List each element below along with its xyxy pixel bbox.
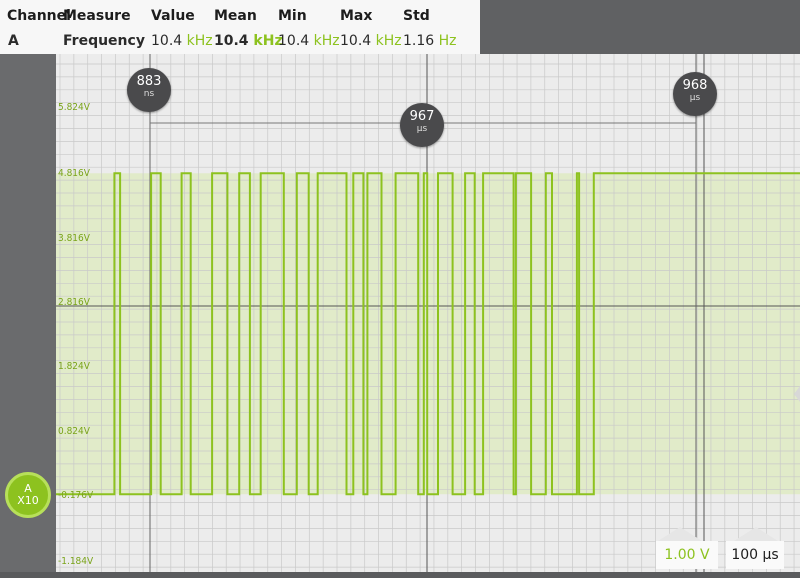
row-channel[interactable]: A [8, 33, 19, 49]
scroll-right-arrow-icon[interactable] [794, 386, 800, 402]
volt-label: 1.824V [58, 361, 90, 372]
waveform-display[interactable] [56, 54, 800, 572]
volts-per-div-control[interactable]: 1.00 V [656, 541, 718, 569]
header-measure: Measure [63, 8, 131, 24]
volt-label: -0.176V [58, 490, 94, 501]
row-max: 10.4 kHz [340, 33, 402, 49]
row-value: 10.4 kHz [151, 33, 213, 49]
row-measure[interactable]: Frequency [63, 33, 145, 49]
volt-label: 5.824V [58, 102, 90, 113]
channel-a-badge[interactable]: A X10 [5, 472, 51, 518]
cursor-left-handle[interactable]: 883 ns [127, 68, 171, 112]
header-min: Min [278, 8, 307, 24]
volt-label: -1.184V [58, 556, 94, 567]
bottom-margin-strip [0, 572, 800, 578]
cursor-delta-readout: 967 µs [400, 103, 444, 147]
header-channel: Channel [7, 8, 71, 24]
time-up-arrow-icon[interactable] [734, 527, 778, 541]
row-std: 1.16 Hz [403, 33, 457, 49]
cursor-right-handle[interactable]: 968 µs [673, 72, 717, 116]
volt-label: 2.816V [58, 297, 90, 308]
volt-label: 3.816V [58, 233, 90, 244]
time-per-div-control[interactable]: 100 µs [726, 541, 784, 569]
header-mean: Mean [214, 8, 257, 24]
waveform-trace-a [56, 172, 800, 496]
volt-label: 0.824V [58, 426, 90, 437]
volt-label: 4.816V [58, 168, 90, 179]
row-mean: 10.4 kHz [214, 33, 283, 49]
waveform-plot [56, 54, 800, 572]
volts-up-arrow-icon[interactable] [658, 527, 702, 541]
measurement-panel: Channel Measure Value Mean Min Max Std A… [0, 0, 480, 54]
header-std: Std [403, 8, 430, 24]
row-min: 10.4 kHz [278, 33, 340, 49]
header-max: Max [340, 8, 373, 24]
header-value: Value [151, 8, 195, 24]
